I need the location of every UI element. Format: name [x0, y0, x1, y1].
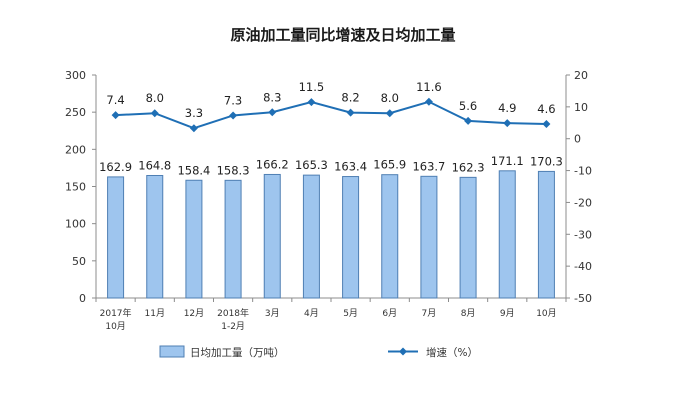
x-axis-category-label: 3月: [265, 308, 280, 319]
bar: [107, 176, 125, 299]
left-axis-tick-label: 100: [65, 218, 86, 231]
bar-value-label: 163.7: [412, 159, 445, 173]
line-value-label: 4.9: [498, 101, 516, 115]
x-axis-category-label: 2017年 10月: [100, 307, 132, 332]
line-value-label: 5.6: [459, 99, 477, 113]
line-point-marker: [111, 111, 120, 120]
x-axis-category-label: 6月: [382, 308, 397, 319]
bar: [459, 176, 477, 299]
line-point-marker: [424, 97, 433, 106]
bar-value-label: 166.2: [256, 157, 289, 171]
left-axis-tick-label: 250: [65, 106, 86, 119]
right-axis-tick-label: 20: [574, 69, 588, 82]
line-value-label: 7.4: [106, 93, 124, 107]
line-value-label: 11.5: [299, 80, 325, 94]
line-value-label: 11.6: [416, 80, 442, 94]
bar: [498, 170, 516, 299]
left-axis-tick-label: 300: [65, 69, 86, 82]
line-point-marker: [268, 108, 277, 117]
x-axis-category-label: 10月: [536, 308, 556, 319]
line-point-marker: [464, 116, 473, 125]
x-axis-category-label: 7月: [422, 308, 437, 319]
bar: [146, 174, 164, 299]
bar: [224, 179, 242, 299]
x-axis-category-label: 12月: [184, 308, 204, 319]
line-point-marker: [229, 111, 238, 120]
x-axis-category-label: 8月: [461, 308, 476, 319]
x-axis-category-label: 9月: [500, 308, 515, 319]
left-axis-tick-label: 150: [65, 181, 86, 194]
bar-value-label: 158.3: [217, 163, 250, 177]
bar-value-label: 165.3: [295, 158, 328, 172]
left-axis-tick-label: 50: [72, 255, 86, 268]
bar-value-label: 170.3: [530, 154, 563, 168]
bar: [185, 179, 203, 299]
line-point-marker: [503, 119, 512, 128]
right-axis-tick-label: 10: [574, 101, 588, 114]
legend-line-label: 增速（%）: [426, 346, 478, 359]
right-axis-tick-label: -40: [574, 260, 592, 273]
line-point-marker: [150, 109, 159, 118]
bar-value-label: 165.9: [373, 158, 406, 172]
bar-value-label: 158.4: [177, 163, 210, 177]
line-series: 7.4 8.0 3.3 7.3 8.3 11.5 8.2 8.0 11.6 5.6 4.9 4.6: [106, 80, 556, 133]
line-value-label: 8.3: [263, 90, 281, 104]
bar: [420, 175, 438, 299]
left-axis-tick-label: 0: [79, 292, 86, 305]
legend: 日均加工量（万吨） 增速（%）: [159, 345, 478, 359]
bar-value-label: 164.8: [138, 158, 171, 172]
right-axis-tick-label: -10: [574, 165, 592, 178]
line-value-label: 8.2: [341, 91, 359, 105]
right-axis-tick-label: -20: [574, 196, 592, 209]
bar: [302, 174, 320, 299]
bar: [381, 174, 399, 299]
line-point-marker: [346, 108, 355, 117]
bar-value-label: 162.3: [452, 160, 485, 174]
bar: [537, 170, 555, 299]
line-point-marker: [385, 109, 394, 118]
right-axis-tick-label: -30: [574, 228, 592, 241]
bar: [263, 173, 281, 299]
chart-title: 原油加工量同比增速及日均加工量: [230, 26, 455, 44]
bar-value-label: 163.4: [334, 160, 367, 174]
bar: [342, 176, 360, 299]
line-value-label: 4.6: [537, 102, 555, 116]
line-point-marker: [307, 98, 316, 107]
right-axis-tick-label: 0: [574, 133, 581, 146]
line-value-label: 7.3: [224, 93, 242, 107]
x-axis-category-label: 2018年 1-2月: [217, 307, 249, 332]
legend-bar-label: 日均加工量（万吨）: [190, 346, 285, 359]
axes: 0 50 100 150 200 250 300 -50 -40 -30 -20 -10 0 10 20 20…: [65, 69, 592, 332]
bar-value-label: 162.9: [99, 160, 132, 174]
x-axis-category-label: 5月: [343, 308, 358, 319]
left-axis-tick-label: 200: [65, 143, 86, 156]
line-value-label: 8.0: [146, 91, 164, 105]
growth-line: [115, 100, 547, 130]
legend-bar-swatch: [159, 345, 185, 358]
line-value-label: 3.3: [185, 106, 203, 120]
x-axis-category-label: 11月: [145, 308, 165, 319]
legend-line-marker: [399, 347, 407, 356]
line-value-label: 8.0: [381, 91, 399, 105]
line-point-marker: [542, 120, 551, 129]
line-point-marker: [189, 124, 198, 133]
x-axis-category-label: 4月: [304, 308, 319, 319]
bar-value-label: 171.1: [491, 154, 524, 168]
bar-series: 162.9 164.8 158.4 158.3 166.2 165.3 163.4 165.9…: [99, 154, 563, 299]
right-axis-tick-label: -50: [574, 292, 592, 305]
